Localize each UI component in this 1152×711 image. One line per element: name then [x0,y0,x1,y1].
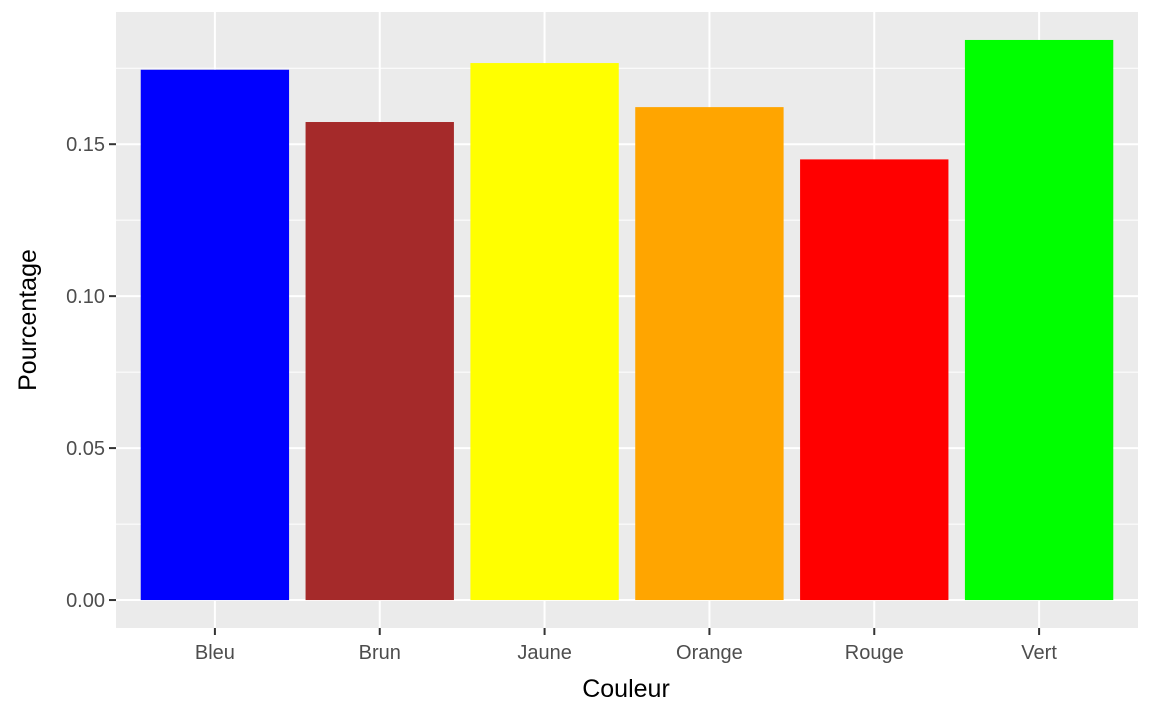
y-tick-label: 0.00 [66,590,105,612]
bars [140,39,1114,601]
bar-vert [964,39,1114,601]
y-axis-title: Pourcentage [14,249,42,391]
y-tick-label: 0.10 [66,286,105,308]
x-tick-label: Rouge [845,642,904,664]
x-axis-ticks: Bleu Brun Jaune Orange Rouge Vert [195,628,1057,664]
bar-orange [635,107,784,601]
x-tick-label: Jaune [517,642,572,664]
x-axis-title: Couleur [582,675,670,703]
bar-rouge [800,159,949,601]
x-tick-label: Bleu [195,642,235,664]
y-tick-label: 0.15 [66,134,105,156]
bar-jaune [470,63,619,601]
y-axis-ticks: 0.00 0.05 0.10 0.15 [66,134,116,612]
x-tick-label: Orange [676,642,743,664]
x-tick-label: Vert [1021,642,1057,664]
x-tick-label: Brun [359,642,401,664]
bar-bleu [140,69,290,601]
y-tick-label: 0.05 [66,438,105,460]
bar-brun [305,122,454,601]
